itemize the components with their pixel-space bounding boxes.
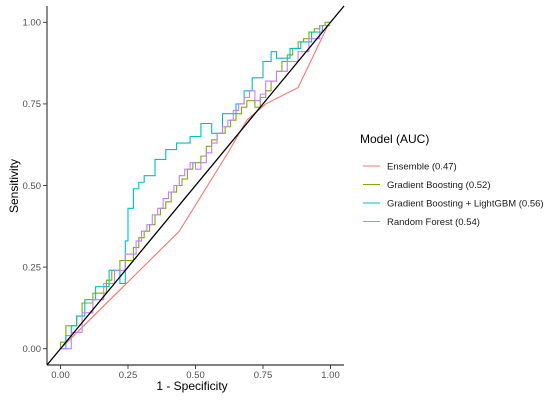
y-tick-label: 0.25: [23, 262, 42, 273]
x-axis-ticks: 0.00 0.25 0.50 0.75 1.00: [51, 365, 340, 381]
legend-item: Gradient Boosting (0.52): [363, 180, 491, 191]
legend-item: Ensemble (0.47): [363, 161, 457, 172]
x-tick-label: 0.00: [51, 370, 70, 381]
y-axis-title: Sensitivity: [7, 159, 21, 213]
legend-item: Random Forest (0.54): [363, 217, 480, 228]
y-tick-label: 0.50: [23, 181, 42, 192]
y-tick-label: 0.00: [23, 344, 42, 355]
x-tick-label: 0.50: [186, 370, 205, 381]
y-axis-ticks: 0.00 0.25 0.50 0.75 1.00: [23, 18, 47, 355]
legend-label: Random Forest (0.54): [387, 217, 480, 228]
y-tick-label: 0.75: [23, 99, 42, 110]
x-tick-label: 0.75: [254, 370, 273, 381]
series-line-random-forest: [60, 25, 331, 350]
legend-title: Model (AUC): [360, 132, 429, 146]
legend-label: Gradient Boosting (0.52): [387, 180, 491, 191]
legend: Model (AUC) Ensemble (0.47) Gradient Boos…: [360, 132, 544, 228]
diagonal-reference-line: [46, 5, 345, 366]
y-tick-label: 1.00: [23, 18, 42, 29]
x-tick-label: 0.25: [119, 370, 138, 381]
legend-items: Ensemble (0.47) Gradient Boosting (0.52) G…: [363, 161, 544, 228]
series-group: [59, 21, 331, 350]
legend-label: Ensemble (0.47): [387, 161, 457, 172]
series-line-gradient-boosting-lightgbm: [60, 25, 331, 350]
x-axis-title: 1 - Specificity: [156, 379, 227, 393]
series-line-gradient-boosting: [59, 21, 331, 349]
legend-item: Gradient Boosting + LightGBM (0.56): [363, 198, 544, 209]
x-tick-label: 1.00: [321, 370, 340, 381]
series-line-ensemble: [60, 25, 329, 350]
legend-label: Gradient Boosting + LightGBM (0.56): [387, 198, 544, 209]
